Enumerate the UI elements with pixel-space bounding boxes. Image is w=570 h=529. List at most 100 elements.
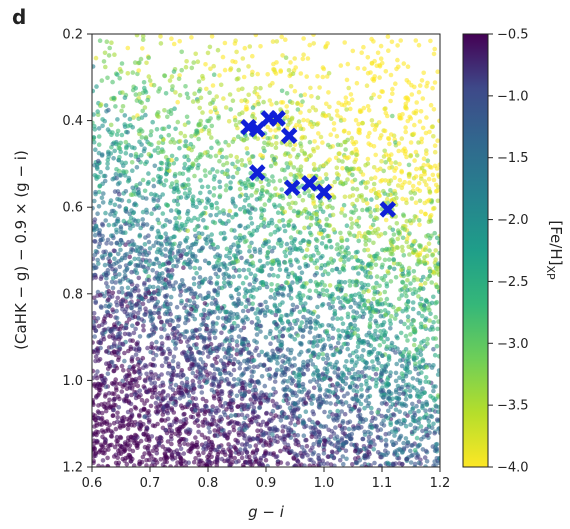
scatter-point — [149, 381, 154, 386]
scatter-point — [393, 378, 399, 384]
scatter-point — [198, 178, 203, 183]
scatter-point — [194, 440, 200, 445]
scatter-point — [306, 189, 312, 194]
scatter-point — [414, 403, 419, 409]
scatter-point — [166, 273, 171, 278]
scatter-point — [290, 280, 295, 285]
scatter-point — [170, 358, 176, 364]
scatter-point — [186, 120, 191, 125]
scatter-point — [217, 184, 223, 190]
scatter-point — [307, 108, 312, 114]
scatter-point — [316, 293, 322, 299]
scatter-point — [436, 354, 440, 359]
scatter-point — [420, 346, 426, 351]
scatter-point — [382, 128, 388, 134]
scatter-point — [240, 318, 245, 324]
scatter-point — [429, 300, 435, 306]
scatter-point — [386, 48, 391, 53]
scatter-point — [383, 312, 388, 318]
scatter-point — [428, 102, 434, 108]
scatter-point — [151, 198, 157, 203]
scatter-point — [422, 280, 428, 286]
scatter-point — [301, 359, 306, 365]
scatter-point — [201, 217, 206, 223]
scatter-point — [405, 96, 411, 101]
scatter-point — [375, 251, 380, 257]
scatter-point — [113, 280, 118, 285]
scatter-point — [432, 80, 438, 85]
scatter-point — [176, 76, 182, 82]
scatter-point — [203, 62, 208, 67]
scatter-point — [247, 248, 252, 254]
scatter-point — [310, 362, 316, 367]
scatter-point — [254, 447, 260, 453]
scatter-point — [165, 114, 170, 120]
scatter-point — [424, 115, 429, 120]
scatter-point — [297, 374, 302, 379]
scatter-point — [359, 339, 365, 345]
scatter-point — [297, 230, 303, 235]
scatter-point — [112, 213, 117, 218]
scatter-point — [384, 196, 390, 202]
scatter-point — [145, 389, 151, 395]
scatter-point — [287, 250, 293, 256]
scatter-point — [207, 429, 212, 435]
scatter-point — [201, 321, 206, 327]
scatter-point — [315, 343, 320, 348]
scatter-point — [288, 120, 293, 125]
scatter-point — [303, 437, 308, 443]
scatter-point — [167, 447, 172, 453]
scatter-point — [319, 279, 325, 285]
scatter-point — [365, 394, 371, 400]
scatter-point — [99, 78, 105, 83]
scatter-point — [335, 113, 340, 118]
scatter-point — [130, 448, 136, 454]
scatter-point — [366, 141, 372, 146]
scatter-point — [336, 295, 341, 301]
scatter-point — [227, 208, 233, 214]
scatter-point — [436, 368, 440, 373]
scatter-point — [102, 316, 107, 322]
scatter-point — [320, 351, 326, 357]
scatter-point — [151, 183, 157, 189]
scatter-point — [268, 309, 273, 314]
scatter-point — [140, 454, 146, 460]
scatter-point — [146, 55, 151, 60]
scatter-point — [364, 83, 370, 88]
scatter-point — [111, 407, 116, 413]
scatter-point — [135, 222, 140, 227]
scatter-point — [400, 280, 406, 285]
scatter-point — [264, 411, 269, 416]
scatter-point — [301, 117, 306, 123]
scatter-point — [388, 188, 393, 193]
scatter-point — [424, 148, 429, 153]
scatter-point — [197, 234, 202, 240]
scatter-point — [416, 420, 422, 426]
scatter-point — [325, 356, 331, 361]
scatter-point — [185, 357, 190, 363]
scatter-point — [238, 361, 243, 367]
scatter-point — [247, 350, 252, 355]
scatter-point — [103, 408, 109, 414]
scatter-point — [381, 339, 387, 345]
scatter-point — [176, 189, 181, 195]
scatter-point — [400, 248, 405, 254]
scatter-point — [257, 247, 263, 252]
scatter-point — [343, 448, 349, 454]
scatter-point — [177, 73, 182, 78]
scatter-point — [271, 178, 276, 184]
scatter-point — [336, 100, 341, 106]
scatter-point — [147, 78, 153, 83]
scatter-point — [192, 291, 197, 297]
scatter-point — [109, 381, 115, 386]
scatter-point — [273, 413, 279, 418]
scatter-point — [96, 134, 102, 139]
scatter-point — [194, 270, 199, 276]
scatter-point — [321, 292, 327, 298]
scatter-point — [421, 70, 427, 76]
scatter-point — [338, 299, 343, 305]
scatter-point — [194, 157, 199, 163]
scatter-point — [224, 183, 229, 188]
scatter-point — [276, 237, 282, 243]
